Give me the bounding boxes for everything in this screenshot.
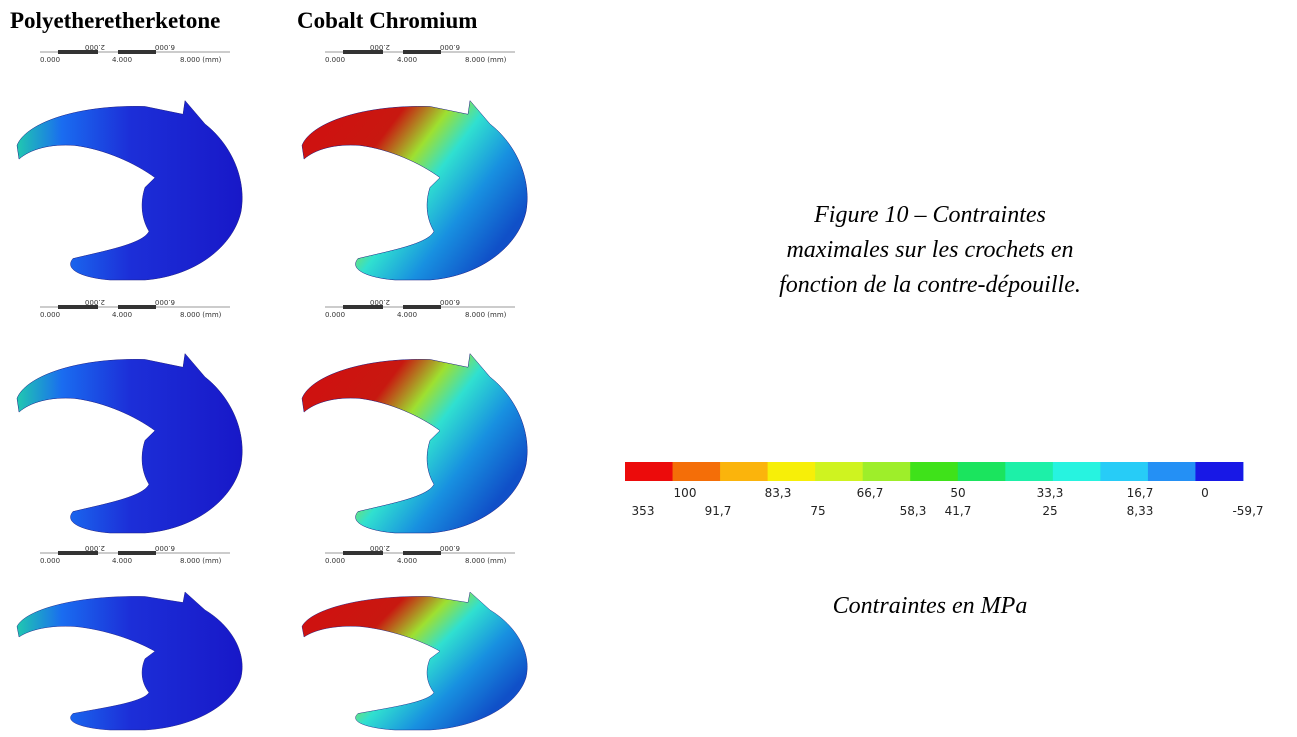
legend-swatch (767, 462, 816, 481)
scale-segment (58, 551, 98, 555)
legend-label: 58,3 (900, 504, 927, 518)
model-panel: 2.000 6.000 0.000 4.000 8.000 (mm) (16, 544, 243, 731)
color-legend: 100 83,3 66,7 50 33,3 16,7 0 353 91,7 75 58,3 41,7 2… (625, 462, 1264, 518)
column-title: Polyetheretherketone (10, 8, 220, 33)
scale-segment (403, 551, 441, 555)
scale-segment (343, 305, 383, 309)
model-panel: 2.000 6.000 0.000 4.000 8.000 (mm) (16, 43, 243, 281)
legend-label: 100 (674, 486, 697, 500)
legend-label: 0 (1201, 486, 1209, 500)
legend-swatch (625, 462, 674, 481)
scale-label: 0.000 (40, 557, 60, 565)
legend-swatch (1195, 462, 1243, 481)
scale-label: 4.000 (112, 311, 132, 319)
scale-label: 6.000 (155, 43, 175, 51)
legend-label: 75 (810, 504, 825, 518)
legend-label: 8,33 (1127, 504, 1154, 518)
scale-label: 2.000 (370, 298, 390, 306)
scale-label: 4.000 (112, 56, 132, 64)
legend-swatch (1052, 462, 1101, 481)
model-panel: 2.000 6.000 0.000 4.000 8.000 (mm) (301, 544, 528, 731)
legend-label: 16,7 (1127, 486, 1154, 500)
clasp-model (301, 100, 528, 281)
caption-line: fonction de la contre-dépouille. (779, 272, 1081, 298)
legend-label: 353 (632, 504, 655, 518)
scale-segment (343, 50, 383, 54)
scale-segment (403, 50, 441, 54)
model-panel: 2.000 6.000 0.000 4.000 8.000 (mm) (16, 298, 243, 534)
scale-segment (343, 551, 383, 555)
clasp-model (16, 591, 243, 731)
scale-label: 4.000 (112, 557, 132, 565)
scale-segment (118, 50, 156, 54)
scale-label: 0.000 (325, 557, 345, 565)
legend-swatch (720, 462, 769, 481)
scale-label: 2.000 (370, 43, 390, 51)
scale-label: 8.000 (mm) (465, 311, 507, 319)
scale-label: 6.000 (440, 298, 460, 306)
scale-segment (58, 50, 98, 54)
scale-label: 8.000 (mm) (180, 56, 222, 64)
legend-label: 25 (1042, 504, 1057, 518)
caption: Figure 10 – Contraintes maximales sur les… (779, 202, 1081, 298)
legend-label: 83,3 (765, 486, 792, 500)
model-panel: 2.000 6.000 0.000 4.000 8.000 (mm) (301, 298, 528, 534)
legend-swatch (910, 462, 959, 481)
legend-label: 41,7 (945, 504, 972, 518)
scale-label: 6.000 (155, 298, 175, 306)
scale-label: 2.000 (85, 43, 105, 51)
legend-swatch (672, 462, 721, 481)
legend-swatch (1100, 462, 1149, 481)
model-panel: 2.000 6.000 0.000 4.000 8.000 (mm) (301, 43, 528, 281)
scale-label: 8.000 (mm) (465, 56, 507, 64)
scale-label: 0.000 (40, 311, 60, 319)
column-title: Cobalt Chromium (297, 8, 477, 33)
scale-segment (58, 305, 98, 309)
legend-swatch (815, 462, 864, 481)
clasp-model (301, 591, 528, 731)
legend-swatch (862, 462, 911, 481)
scale-segment (403, 305, 441, 309)
scale-segment (118, 551, 156, 555)
scale-label: 0.000 (40, 56, 60, 64)
scale-label: 2.000 (85, 298, 105, 306)
legend-label: 91,7 (705, 504, 732, 518)
legend-label: 66,7 (857, 486, 884, 500)
scale-label: 0.000 (325, 56, 345, 64)
scale-label: 6.000 (155, 544, 175, 552)
scale-label: 4.000 (397, 557, 417, 565)
scale-label: 4.000 (397, 56, 417, 64)
scale-label: 8.000 (mm) (465, 557, 507, 565)
scale-label: 0.000 (325, 311, 345, 319)
legend-swatch (1005, 462, 1054, 481)
legend-swatch (957, 462, 1006, 481)
scale-label: 2.000 (85, 544, 105, 552)
clasp-model (301, 353, 528, 534)
scale-label: 6.000 (440, 43, 460, 51)
caption-line: Figure 10 – Contraintes (813, 202, 1046, 228)
scale-label: 8.000 (mm) (180, 557, 222, 565)
legend-label: -59,7 (1232, 504, 1263, 518)
clasp-model (16, 100, 243, 281)
legend-unit: Contraintes en MPa (833, 593, 1028, 619)
legend-swatch (1147, 462, 1196, 481)
scale-label: 4.000 (397, 311, 417, 319)
scale-segment (118, 305, 156, 309)
clasp-model (16, 353, 243, 534)
scale-label: 8.000 (mm) (180, 311, 222, 319)
legend-label: 50 (950, 486, 965, 500)
scale-label: 6.000 (440, 544, 460, 552)
caption-line: maximales sur les crochets en (786, 237, 1073, 263)
legend-label: 33,3 (1037, 486, 1064, 500)
scale-label: 2.000 (370, 544, 390, 552)
